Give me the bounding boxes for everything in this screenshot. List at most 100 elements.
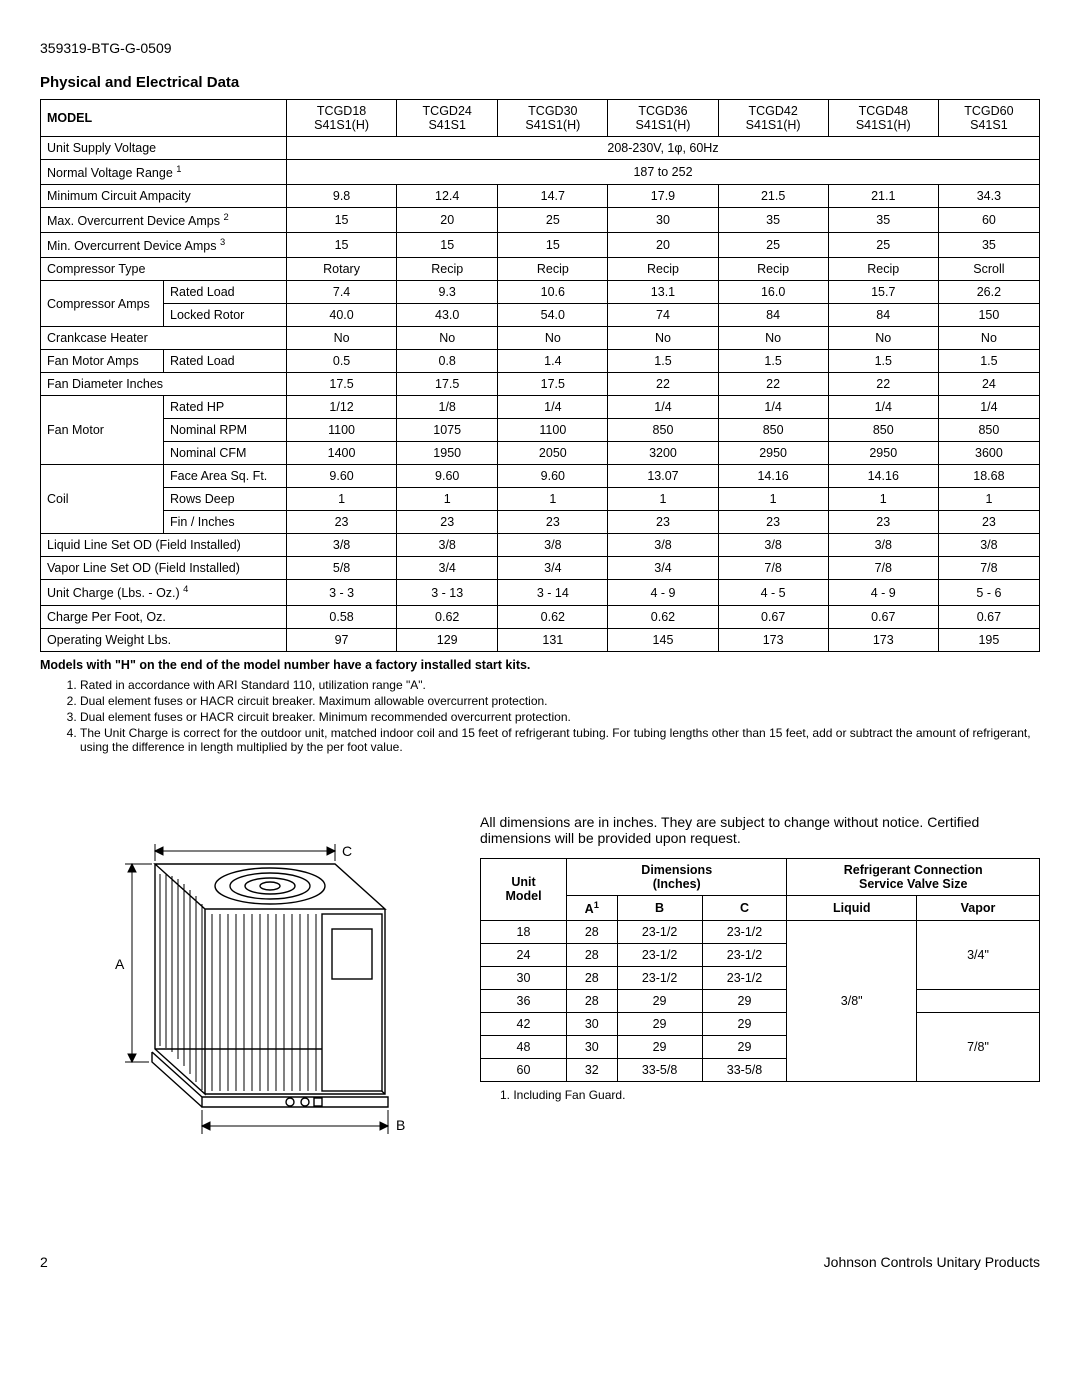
cell: 4 - 9 — [828, 580, 938, 605]
cell: 7.4 — [287, 281, 397, 304]
cell: 1100 — [287, 419, 397, 442]
dim-cell: 29 — [702, 1012, 787, 1035]
dim-footnote: 1. Including Fan Guard. — [480, 1088, 1040, 1102]
cell: 60 — [938, 208, 1039, 233]
cell: 1/4 — [718, 396, 828, 419]
dim-dims-hdr: Dimensions(Inches) — [567, 858, 787, 895]
dim-cell: 23-1/2 — [702, 966, 787, 989]
cell: No — [608, 327, 718, 350]
cell: 850 — [938, 419, 1039, 442]
dim-cell: 33-5/8 — [617, 1058, 702, 1081]
row-label: Max. Overcurrent Device Amps 2 — [41, 208, 287, 233]
cell: 23 — [608, 511, 718, 534]
cell: 1.5 — [828, 350, 938, 373]
cell: 15 — [287, 233, 397, 258]
dim-col-c: C — [702, 895, 787, 920]
cell: 3600 — [938, 442, 1039, 465]
cell: 23 — [938, 511, 1039, 534]
cell: 40.0 — [287, 304, 397, 327]
dim-cell: 48 — [481, 1035, 567, 1058]
cell: 21.1 — [828, 185, 938, 208]
sub-label: Rated Load — [164, 281, 287, 304]
row-label: Minimum Circuit Ampacity — [41, 185, 287, 208]
cell: 0.5 — [287, 350, 397, 373]
cell: 17.5 — [397, 373, 498, 396]
cell: 22 — [608, 373, 718, 396]
dim-cell: 30 — [481, 966, 567, 989]
cell: 20 — [397, 208, 498, 233]
cell: 173 — [718, 628, 828, 651]
cell: 23 — [287, 511, 397, 534]
cell: 145 — [608, 628, 718, 651]
cell: 3/8 — [938, 534, 1039, 557]
cell: 23 — [498, 511, 608, 534]
cell: No — [828, 327, 938, 350]
cell: 84 — [828, 304, 938, 327]
dim-cell: 29 — [617, 1012, 702, 1035]
cell: 2950 — [828, 442, 938, 465]
vapor-cell — [916, 920, 1039, 943]
dim-cell: 32 — [567, 1058, 618, 1081]
cell: Recip — [498, 258, 608, 281]
cell: 0.67 — [828, 605, 938, 628]
cell: 3/8 — [828, 534, 938, 557]
dim-table: UnitModelDimensions(Inches)Refrigerant C… — [480, 858, 1040, 1082]
cell: 13.1 — [608, 281, 718, 304]
group-label: Fan Motor Amps — [41, 350, 164, 373]
cell: 1 — [498, 488, 608, 511]
liquid-val: 3/8" — [787, 920, 917, 1081]
cell: 18.68 — [938, 465, 1039, 488]
dim-liquid-hdr: Liquid — [787, 895, 917, 920]
cell: 1.5 — [938, 350, 1039, 373]
cell: No — [397, 327, 498, 350]
cell: 1 — [287, 488, 397, 511]
cell: Recip — [718, 258, 828, 281]
cell: 3/4 — [608, 557, 718, 580]
cell: 173 — [828, 628, 938, 651]
cell: 7/8 — [938, 557, 1039, 580]
cell: 3 - 3 — [287, 580, 397, 605]
cell: Recip — [608, 258, 718, 281]
cell: 1 — [828, 488, 938, 511]
footnote: Dual element fuses or HACR circuit break… — [80, 710, 1040, 724]
cell: 17.5 — [287, 373, 397, 396]
cell: 0.62 — [608, 605, 718, 628]
row-label: Vapor Line Set OD (Field Installed) — [41, 557, 287, 580]
cell: 3/8 — [287, 534, 397, 557]
cell: 1.5 — [718, 350, 828, 373]
cell: 3 - 14 — [498, 580, 608, 605]
cell: 74 — [608, 304, 718, 327]
sub-label: Nominal RPM — [164, 419, 287, 442]
condenser-diagram-svg: A B C — [40, 814, 440, 1154]
model-col: TCGD42S41S1(H) — [718, 100, 828, 137]
row-label: Fan Diameter Inches — [41, 373, 287, 396]
dim-cell: 28 — [567, 920, 618, 943]
cell: No — [718, 327, 828, 350]
cell: 1100 — [498, 419, 608, 442]
cell: 3/8 — [498, 534, 608, 557]
cell: No — [938, 327, 1039, 350]
row-label: Crankcase Heater — [41, 327, 287, 350]
cell: 4 - 5 — [718, 580, 828, 605]
vapor-cell — [916, 1058, 1039, 1081]
dim-cell: 18 — [481, 920, 567, 943]
cell: Scroll — [938, 258, 1039, 281]
cell: 9.60 — [397, 465, 498, 488]
cell: 22 — [718, 373, 828, 396]
model-col: TCGD48S41S1(H) — [828, 100, 938, 137]
row-span-val: 187 to 252 — [287, 160, 1040, 185]
cell: 34.3 — [938, 185, 1039, 208]
cell: 1/4 — [828, 396, 938, 419]
dim-col-a: A1 — [567, 895, 618, 920]
cell: 195 — [938, 628, 1039, 651]
dim-cell: 36 — [481, 989, 567, 1012]
cell: 1950 — [397, 442, 498, 465]
cell: 9.3 — [397, 281, 498, 304]
cell: 30 — [608, 208, 718, 233]
sub-label: Rated HP — [164, 396, 287, 419]
dim-cell: 30 — [567, 1035, 618, 1058]
cell: 0.67 — [938, 605, 1039, 628]
cell: 1/12 — [287, 396, 397, 419]
dim-cell: 28 — [567, 943, 618, 966]
model-col: TCGD36S41S1(H) — [608, 100, 718, 137]
